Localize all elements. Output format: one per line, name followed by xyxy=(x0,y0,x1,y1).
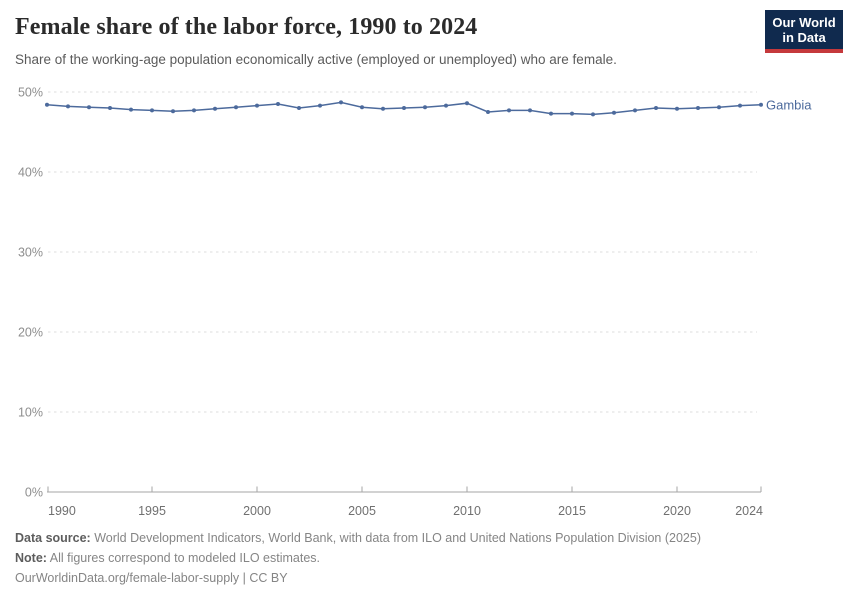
data-point-gambia-1999[interactable] xyxy=(234,105,238,110)
data-point-gambia-1998[interactable] xyxy=(213,106,217,111)
data-point-gambia-2013[interactable] xyxy=(528,108,532,113)
owid-logo-box: Our World in Data xyxy=(765,10,843,49)
y-axis-label-20: 20% xyxy=(18,326,43,340)
data-point-gambia-1994[interactable] xyxy=(129,107,133,112)
x-axis-label-2024: 2024 xyxy=(735,504,763,518)
data-point-gambia-2012[interactable] xyxy=(507,108,511,113)
data-point-gambia-2024[interactable] xyxy=(759,102,763,107)
data-point-gambia-2019[interactable] xyxy=(654,106,658,110)
chart-title: Female share of the labor force, 1990 to… xyxy=(15,14,478,40)
y-axis-label-10: 10% xyxy=(18,406,43,420)
y-axis-label-50: 50% xyxy=(18,86,43,100)
x-axis-label-2005: 2005 xyxy=(348,504,376,518)
data-point-gambia-2011[interactable] xyxy=(486,110,490,114)
data-point-gambia-2021[interactable] xyxy=(696,106,700,110)
y-axis-label-0: 0% xyxy=(25,486,43,500)
data-source-line: Data source: World Development Indicator… xyxy=(15,528,701,548)
data-point-gambia-2018[interactable] xyxy=(633,108,637,113)
x-axis-label-1990: 1990 xyxy=(48,504,76,518)
data-point-gambia-1991[interactable] xyxy=(66,104,70,109)
data-point-gambia-2001[interactable] xyxy=(276,102,280,106)
data-point-gambia-1992[interactable] xyxy=(87,105,91,110)
data-point-gambia-2000[interactable] xyxy=(255,103,259,108)
y-axis-label-30: 30% xyxy=(18,246,43,260)
owid-logo-red-bar xyxy=(765,49,843,53)
x-axis-label-2000: 2000 xyxy=(243,504,271,518)
data-point-gambia-2022[interactable] xyxy=(717,105,721,110)
data-point-gambia-2004[interactable] xyxy=(339,100,343,105)
data-point-gambia-1993[interactable] xyxy=(108,106,112,110)
data-point-gambia-1990[interactable] xyxy=(45,102,49,107)
data-point-gambia-2005[interactable] xyxy=(360,105,364,110)
note-line: Note: All figures correspond to modeled … xyxy=(15,548,701,568)
chart-footer: Data source: World Development Indicator… xyxy=(15,528,701,588)
data-point-gambia-2009[interactable] xyxy=(444,103,448,108)
data-source-text: World Development Indicators, World Bank… xyxy=(90,531,701,545)
x-axis-label-2020: 2020 xyxy=(663,504,691,518)
data-point-gambia-2016[interactable] xyxy=(591,112,595,117)
data-point-gambia-2008[interactable] xyxy=(423,105,427,110)
owid-link[interactable]: OurWorldinData.org/female-labor-supply |… xyxy=(15,571,288,585)
data-point-gambia-2003[interactable] xyxy=(318,103,322,108)
owid-logo-line2: in Data xyxy=(782,30,826,45)
line-chart-canvas[interactable]: 0% 10% 20% 30% 40% 50% 1990 1995 2000 2005 2010 201… xyxy=(0,0,850,520)
data-point-gambia-1996[interactable] xyxy=(171,109,175,114)
x-axis-label-2015: 2015 xyxy=(558,504,586,518)
data-point-gambia-2020[interactable] xyxy=(675,106,679,111)
note-label: Note: xyxy=(15,551,47,565)
data-point-gambia-2015[interactable] xyxy=(570,111,574,116)
x-axis-label-1995: 1995 xyxy=(138,504,166,518)
owid-logo-line1: Our World xyxy=(772,15,836,30)
data-point-gambia-2014[interactable] xyxy=(549,111,553,116)
data-source-label: Data source: xyxy=(15,531,91,545)
data-point-gambia-1995[interactable] xyxy=(150,108,154,113)
data-point-gambia-2006[interactable] xyxy=(381,106,385,111)
data-point-gambia-2002[interactable] xyxy=(297,106,301,110)
data-point-gambia-2010[interactable] xyxy=(465,101,469,106)
y-axis-label-40: 40% xyxy=(18,166,43,180)
data-point-gambia-2023[interactable] xyxy=(738,103,742,108)
series-label-gambia: Gambia xyxy=(766,97,812,112)
data-point-gambia-2017[interactable] xyxy=(612,110,616,115)
data-point-gambia-1997[interactable] xyxy=(192,108,196,113)
chart-plot-area[interactable] xyxy=(47,92,761,492)
chart-subtitle: Share of the working-age population econ… xyxy=(15,52,617,67)
data-point-gambia-2007[interactable] xyxy=(402,106,406,110)
note-text: All figures correspond to modeled ILO es… xyxy=(46,551,321,565)
owid-logo[interactable]: Our World in Data xyxy=(765,10,843,53)
x-axis-label-2010: 2010 xyxy=(453,504,481,518)
